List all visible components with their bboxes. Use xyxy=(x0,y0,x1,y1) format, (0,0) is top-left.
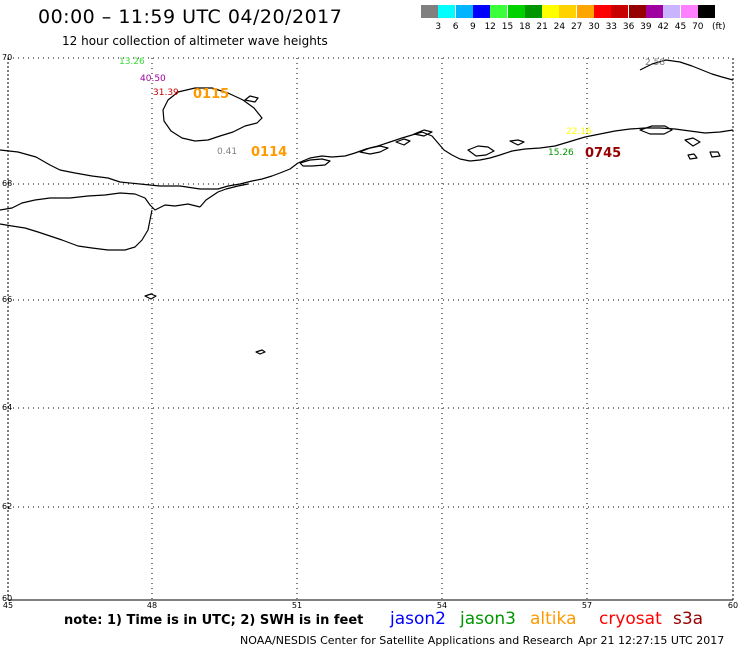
color-swatch xyxy=(542,5,560,18)
lat-label-64: 64 xyxy=(2,403,13,412)
lon-label-54: 54 xyxy=(436,601,448,610)
swh-value: 22.16 xyxy=(566,127,592,137)
chart-subtitle: 12 hour collection of altimeter wave hei… xyxy=(62,34,328,48)
color-scale-label: 27 xyxy=(570,22,583,32)
novaya-zemlya-south xyxy=(639,59,734,81)
mainland-coast xyxy=(0,127,734,190)
pass-time-label: 0115 xyxy=(193,87,230,102)
graticule xyxy=(8,57,733,600)
coastline xyxy=(0,59,734,355)
color-scale-label: 33 xyxy=(605,22,618,32)
color-scale-unit: (ft) xyxy=(712,22,726,32)
satellite-label: jason3 xyxy=(460,609,516,629)
swh-value: 13.26 xyxy=(119,57,145,67)
color-swatch xyxy=(438,5,456,18)
color-scale-label: 70 xyxy=(692,22,704,32)
color-swatch xyxy=(524,5,542,18)
color-scale-label: 24 xyxy=(553,22,566,32)
swh-value: 2.58 xyxy=(645,58,666,68)
swh-value: 15.26 xyxy=(548,148,574,158)
kolguev-island xyxy=(162,87,263,142)
lat-label-70: 70 xyxy=(2,53,13,62)
pass-time-label: 0745 xyxy=(585,146,622,161)
satellite-label: s3a xyxy=(673,609,704,629)
lon-label-60: 60 xyxy=(727,601,739,610)
chart-title: 00:00 – 11:59 UTC 04/20/2017 xyxy=(38,6,343,28)
color-scale-label: 12 xyxy=(484,22,496,32)
map-frame xyxy=(7,58,734,601)
small-island-66 xyxy=(144,293,157,300)
kolguev-offshore xyxy=(244,95,259,103)
color-scale-label: 30 xyxy=(588,22,600,32)
lon-label-45: 45 xyxy=(2,601,14,610)
color-swatch xyxy=(490,5,508,18)
pechora-delta xyxy=(299,158,331,167)
lat-label-62: 62 xyxy=(2,502,13,511)
swh-value: 31.39 xyxy=(153,88,179,98)
color-swatch xyxy=(472,5,490,18)
color-scale-label: 3 xyxy=(435,22,442,32)
color-scale-label: 15 xyxy=(501,22,514,32)
color-swatch xyxy=(680,5,698,18)
color-scale-label: 36 xyxy=(622,22,635,32)
lat-label-60: 60 xyxy=(2,594,13,603)
color-scale-label: 9 xyxy=(470,22,476,32)
gulf-islands xyxy=(359,129,433,155)
color-swatch xyxy=(663,5,681,18)
color-scale-label: 6 xyxy=(452,22,459,32)
color-swatch xyxy=(645,5,663,18)
lon-label-48: 48 xyxy=(146,601,158,610)
credit-line: NOAA/NESDIS Center for Satellite Applica… xyxy=(240,634,574,647)
color-swatch xyxy=(697,5,715,18)
cheshskaya-bay xyxy=(199,183,249,208)
color-swatch xyxy=(455,5,473,18)
lon-label-57: 57 xyxy=(581,601,593,610)
footnote: note: 1) Time is in UTC; 2) SWH is in fe… xyxy=(64,613,364,628)
color-scale-label: 39 xyxy=(640,22,652,32)
lon-label-51: 51 xyxy=(291,601,303,610)
satellite-label: altika xyxy=(530,609,577,629)
vaygach-coast xyxy=(467,139,525,157)
color-swatch xyxy=(559,5,577,18)
kanin-peninsula xyxy=(0,192,201,251)
color-scale-label: 21 xyxy=(536,22,548,32)
east-islands xyxy=(639,125,721,160)
satellite-label: cryosat xyxy=(599,609,662,629)
color-swatch xyxy=(576,5,594,18)
color-swatch xyxy=(611,5,629,18)
swh-value: 0.41 xyxy=(217,147,238,157)
swh-value: 40.50 xyxy=(140,74,166,84)
lat-label-68: 68 xyxy=(2,179,13,188)
color-swatch xyxy=(421,5,438,18)
pass-time-label: 0114 xyxy=(251,145,288,160)
satellite-label: jason2 xyxy=(390,609,446,629)
color-swatch xyxy=(628,5,646,18)
color-scale-label: 18 xyxy=(519,22,531,32)
color-swatch xyxy=(594,5,611,18)
color-scale-legend: 3 6 9 12 15 18 21 24 27 30 33 36 39 42 45 70 xyxy=(421,5,715,35)
generated-timestamp: Apr 21 12:27:15 UTC 2017 xyxy=(578,634,725,647)
lat-label-66: 66 xyxy=(2,295,13,304)
small-island-65 xyxy=(255,349,266,355)
color-scale-label: 45 xyxy=(674,22,687,32)
color-swatch xyxy=(507,5,525,18)
color-scale-label: 42 xyxy=(657,22,669,32)
